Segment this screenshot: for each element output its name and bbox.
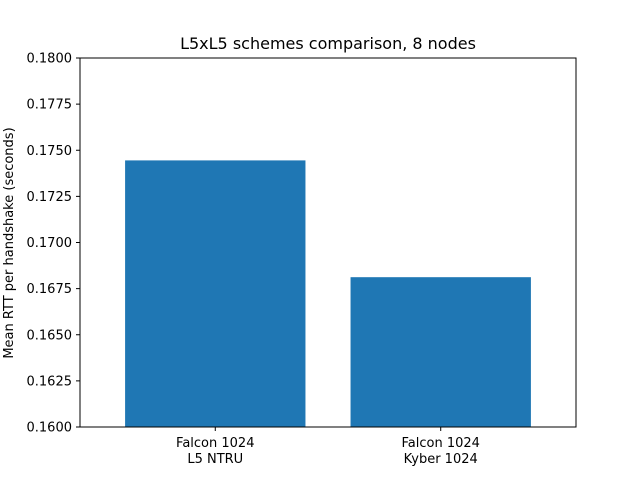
plot-frame — [79, 57, 577, 428]
y-tick-label-1: 0.1625 — [27, 374, 73, 389]
bar-1 — [350, 277, 531, 427]
y-tick-label-4: 0.1700 — [27, 236, 73, 251]
y-axis-label: Mean RTT per handshake (seconds) — [2, 127, 17, 358]
y-tick-label-8: 0.1800 — [27, 52, 73, 67]
y-tick-label-5: 0.1725 — [27, 190, 73, 205]
x-tick-label-0-1: L5 NTRU — [187, 452, 243, 467]
x-tick-label-0-0: Falcon 1024 — [176, 436, 254, 451]
y-tick-label-0: 0.1600 — [27, 421, 73, 436]
chart-title: L5xL5 schemes comparison, 8 nodes — [180, 34, 476, 53]
y-tick-label-3: 0.1675 — [27, 282, 73, 297]
y-tick-label-2: 0.1650 — [27, 328, 73, 343]
y-tick-label-7: 0.1775 — [27, 98, 73, 113]
bar-0 — [125, 160, 306, 427]
x-tick-label-1-0: Falcon 1024 — [402, 436, 480, 451]
x-tick-label-1-1: Kyber 1024 — [404, 452, 478, 467]
y-tick-label-6: 0.1750 — [27, 144, 73, 159]
bars-layer — [125, 160, 531, 427]
